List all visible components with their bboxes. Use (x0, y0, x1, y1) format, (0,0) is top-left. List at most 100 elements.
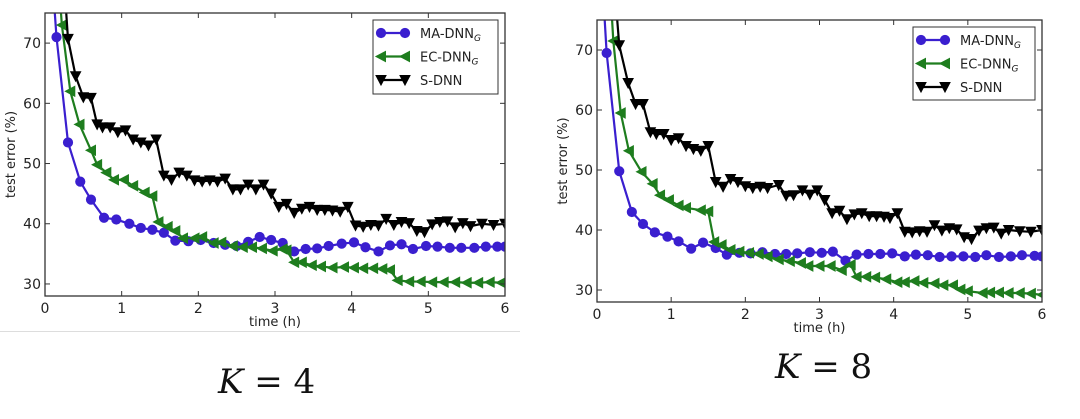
marker-triangle-left (635, 165, 647, 178)
marker-triangle-down (950, 224, 963, 236)
caption-variable: K (775, 347, 801, 387)
marker-triangle-down (441, 216, 454, 228)
marker-triangle-left (614, 107, 626, 119)
marker-triangle-left (383, 264, 395, 276)
marker-triangle-left (715, 239, 727, 251)
x-axis-label: time (h) (249, 315, 301, 330)
marker-triangle-down (165, 174, 178, 186)
marker-triangle-down (1002, 225, 1015, 237)
marker-triangle-down (342, 201, 354, 213)
x-tick-label: 1 (667, 307, 676, 323)
marker-triangle-down (657, 129, 670, 141)
marker-triangle-down (898, 226, 911, 238)
x-tick-label: 3 (815, 307, 824, 323)
marker-circle (946, 251, 957, 262)
marker-triangle-down (77, 92, 90, 104)
marker-triangle-down (613, 40, 626, 52)
legend-label: EC-DNNG (420, 51, 478, 68)
marker-triangle-left (449, 276, 461, 288)
marker-triangle-down (434, 216, 446, 229)
caption-k4: K = 4 (218, 362, 315, 402)
marker-circle (792, 248, 803, 259)
marker-triangle-down (296, 203, 308, 215)
marker-circle (781, 248, 792, 260)
marker-triangle-left (679, 201, 691, 214)
marker-triangle-down (637, 99, 649, 111)
marker-triangle-down (334, 206, 346, 218)
marker-circle (875, 248, 886, 260)
marker-triangle-down (826, 208, 838, 220)
marker-triangle-down (913, 226, 926, 238)
marker-triangle-left (176, 232, 188, 245)
marker-triangle-left (376, 263, 388, 275)
marker-circle (958, 251, 969, 262)
marker-triangle-left (91, 158, 103, 171)
marker-triangle-down (96, 122, 109, 134)
x-tick-label: 6 (501, 301, 510, 317)
marker-triangle-left (672, 199, 684, 212)
marker-circle (816, 247, 827, 258)
marker-circle (662, 231, 673, 242)
marker-triangle-down (303, 201, 316, 213)
marker-circle (62, 137, 74, 148)
marker-triangle-left (802, 260, 814, 272)
marker-circle (396, 239, 407, 250)
marker-triangle-down (227, 184, 239, 196)
x-tick-label: 1 (117, 301, 126, 317)
marker-triangle-left (1002, 287, 1014, 299)
marker-triangle-left (752, 248, 764, 260)
marker-circle (601, 47, 612, 59)
marker-triangle-down (426, 219, 438, 231)
marker-triangle-left (708, 236, 720, 248)
marker-triangle-left (1013, 287, 1025, 299)
marker-circle (1036, 251, 1042, 262)
marker-triangle-left (391, 274, 403, 287)
marker-triangle-left (622, 144, 634, 157)
marker-triangle-down (650, 129, 663, 141)
marker-circle (851, 249, 862, 260)
marker-triangle-down (936, 225, 948, 237)
marker-circle (673, 236, 684, 247)
marker-triangle-left (844, 258, 856, 271)
marker-triangle-down (855, 208, 868, 220)
marker-triangle-left (314, 260, 326, 273)
marker-triangle-down (135, 137, 147, 149)
marker-triangle-down (280, 198, 293, 210)
marker-triangle-down (69, 71, 82, 83)
series-group (601, 20, 1042, 300)
marker-triangle-left (280, 244, 292, 257)
marker-triangle-left (357, 262, 369, 275)
series-line-ma-dnn (53, 13, 505, 253)
marker-circle (266, 234, 277, 246)
divider (0, 331, 520, 332)
marker-triangle-left (337, 261, 349, 273)
y-tick-label: 70 (23, 36, 41, 52)
marker-triangle-down (870, 211, 883, 223)
marker-triangle-down (772, 180, 785, 192)
marker-triangle-down (464, 221, 477, 233)
marker-triangle-down (787, 190, 800, 202)
marker-circle (124, 218, 135, 229)
marker-triangle-down (995, 228, 1008, 240)
caption-variable: K (218, 362, 244, 402)
marker-triangle-left (84, 144, 96, 157)
marker-triangle-down (921, 226, 933, 238)
marker-triangle-left (794, 257, 806, 269)
legend: MA-DNNG EC-DNNG S-DNN (372, 19, 499, 95)
marker-circle (135, 222, 146, 234)
marker-triangle-left (813, 260, 825, 272)
marker-triangle-down (150, 134, 162, 146)
marker-circle (420, 240, 432, 252)
marker-triangle-down (375, 75, 387, 87)
legend-subscript: G (1014, 41, 1021, 51)
marker-triangle-down (841, 214, 853, 226)
marker-triangle-left (938, 57, 950, 70)
caption-k8: K = 8 (775, 347, 872, 387)
marker-circle (1005, 251, 1016, 262)
marker-triangle-down (848, 209, 861, 221)
marker-circle (827, 246, 838, 257)
marker-triangle-down (939, 82, 951, 94)
marker-triangle-down (319, 204, 331, 216)
marker-circle (407, 243, 419, 255)
chart-1: 0 1 2 3 4 5 6 30 40 50 60 70 time (h) test error (%) M… (556, 19, 1047, 336)
